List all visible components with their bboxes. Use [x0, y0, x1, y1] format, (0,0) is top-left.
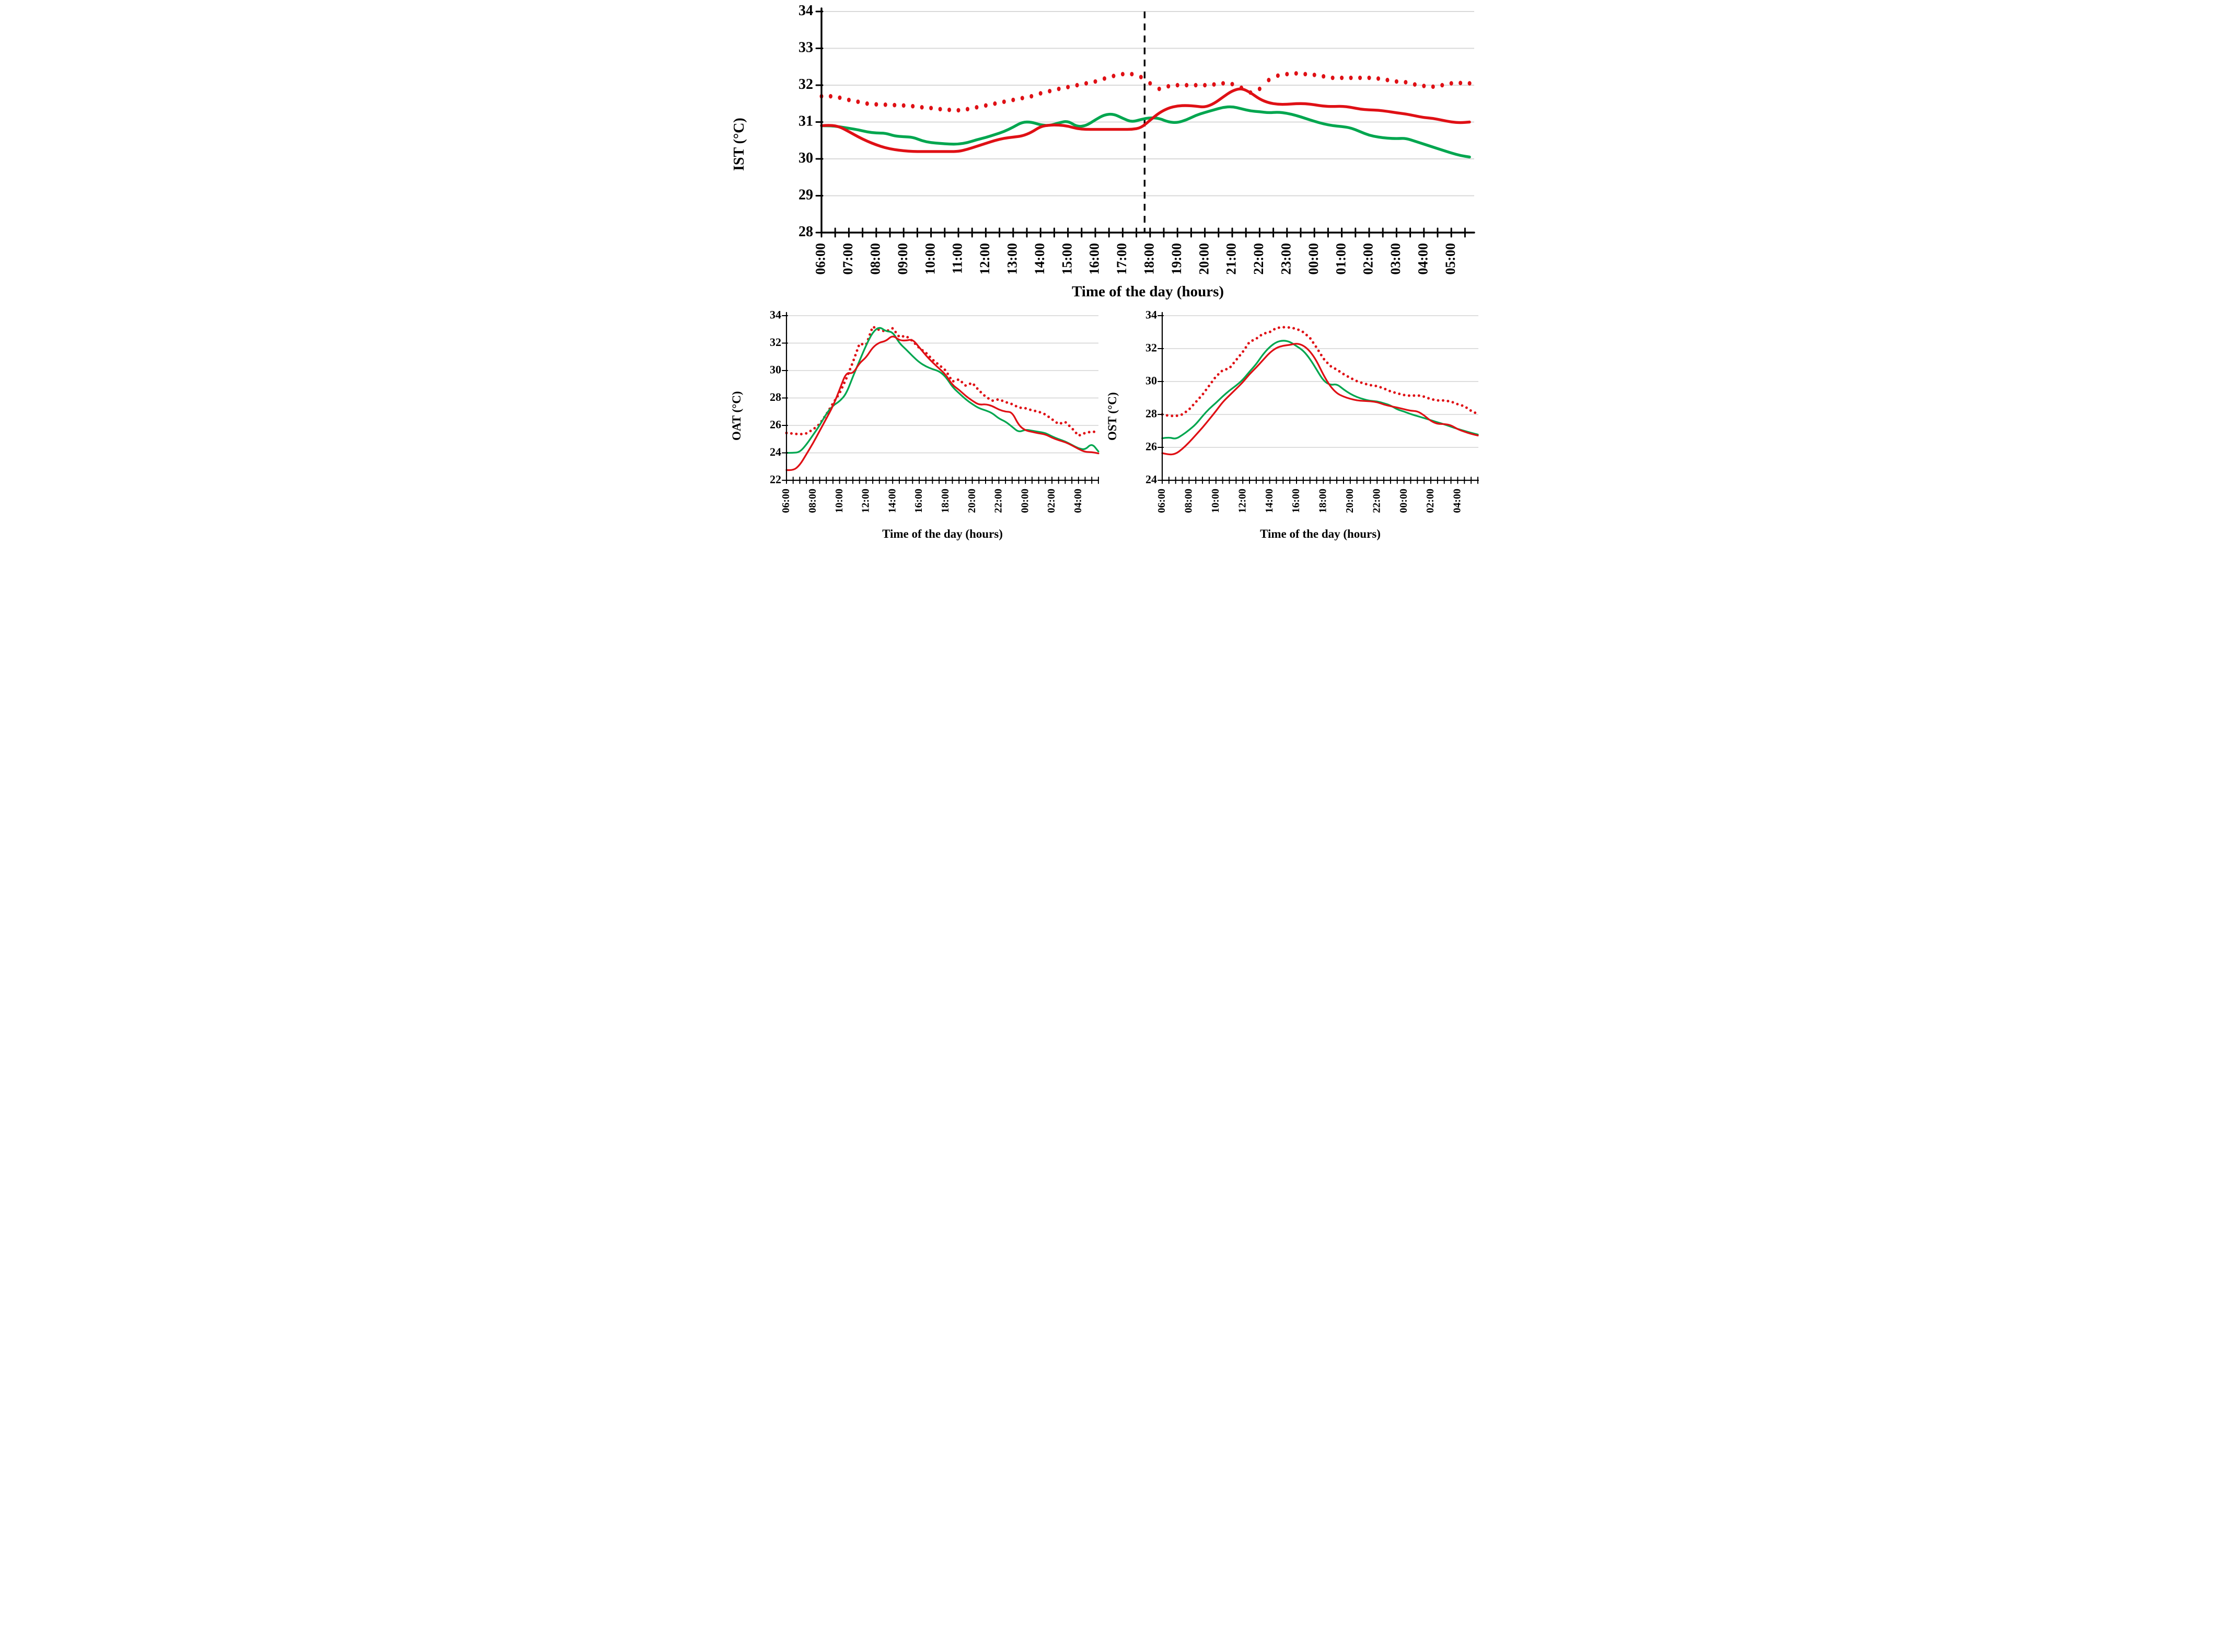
ost-x-axis-title: Time of the day (hours) — [1260, 527, 1381, 540]
oat-chart-figure: OAT (°C) Time of the day (hours) — [730, 308, 1111, 541]
oat-y-axis-title: OAT (°C) — [730, 391, 743, 441]
oat-chart-canvas — [740, 308, 1111, 527]
figure-page: IST (°C) Time of the day (hours) OAT (°C… — [730, 0, 1482, 541]
ost-y-axis-title: OST (°C) — [1106, 392, 1119, 441]
ost-chart-figure: OST (°C) Time of the day (hours) — [1106, 308, 1482, 541]
ost-chart-canvas — [1111, 308, 1482, 527]
ist-chart-canvas — [740, 0, 1482, 282]
oat-x-axis-title: Time of the day (hours) — [882, 527, 1003, 540]
ist-y-axis-title: IST (°C) — [731, 118, 747, 171]
ist-chart-figure: IST (°C) Time of the day (hours) — [731, 0, 1482, 301]
ist-x-axis-title: Time of the day (hours) — [1071, 283, 1224, 300]
bottom-charts-row: OAT (°C) Time of the day (hours) OST (°C… — [730, 308, 1482, 541]
